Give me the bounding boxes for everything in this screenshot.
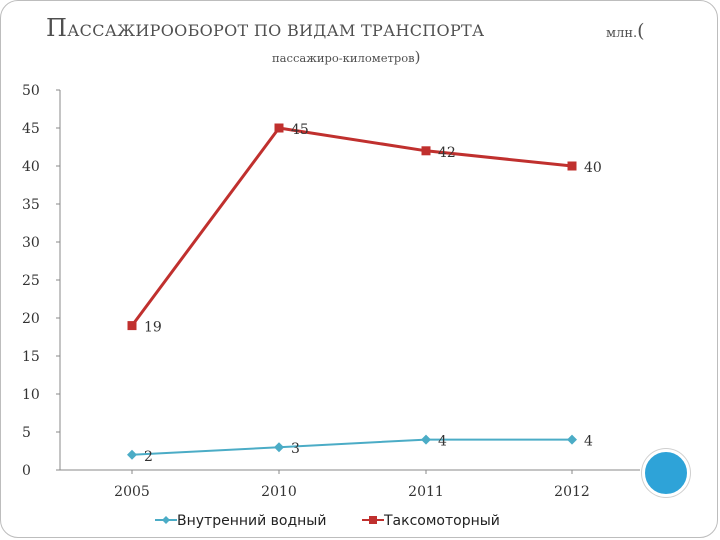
data-label: 40 [584,160,602,176]
x-tick-label: 2010 [261,484,297,500]
data-point [421,146,431,156]
subtitle-paren: ) [414,48,421,66]
data-point [567,161,577,171]
data-label: 3 [291,441,300,457]
data-point [274,442,284,453]
data-label: 4 [438,434,447,450]
legend-marker-0 [162,516,170,524]
y-tick-label: 25 [22,273,40,289]
y-tick-label: 50 [22,83,40,99]
data-label: 45 [291,122,309,138]
y-tick-label: 10 [22,387,40,403]
data-point [421,434,431,445]
data-point [127,321,137,331]
y-tick-label: 35 [22,197,40,213]
data-label: 4 [584,434,593,450]
y-tick-label: 30 [22,235,40,251]
chart-title: ПАССАЖИРООБОРОТ ПО ВИДАМ ТРАНСПОРТА [46,14,484,42]
legend-marker-1 [369,516,377,524]
x-tick-label: 2012 [554,484,590,500]
legend-label-1: Таксомоторный [383,513,500,529]
subtitle-text: пассажиро-километров [272,51,415,65]
chart-title-text: ПАССАЖИРООБОРОТ ПО ВИДАМ ТРАНСПОРТА [46,14,485,42]
chart-title-unit: млн.( [606,20,645,42]
data-label: 2 [144,449,153,465]
y-tick-label: 5 [22,425,31,441]
unit-text: млн. [606,26,638,41]
y-tick-label: 40 [22,159,40,175]
data-label: 42 [438,145,456,161]
chart-subtitle: пассажиро-километров) [272,48,421,66]
data-label: 19 [144,320,162,336]
y-tick-label: 0 [22,463,31,479]
series-line-1 [130,126,573,327]
y-tick-label: 20 [22,311,40,327]
data-point [274,123,284,133]
data-point [127,449,137,460]
y-tick-label: 15 [22,349,40,365]
x-tick-label: 2005 [114,484,150,500]
y-tick-label: 45 [22,121,40,137]
x-tick-label: 2011 [408,484,444,500]
series-line-0 [131,438,572,456]
nav-circle-button[interactable] [642,449,690,497]
unit-paren: ( [637,20,645,42]
data-point [567,434,577,445]
legend-label-0: Внутренний водный [177,513,326,529]
